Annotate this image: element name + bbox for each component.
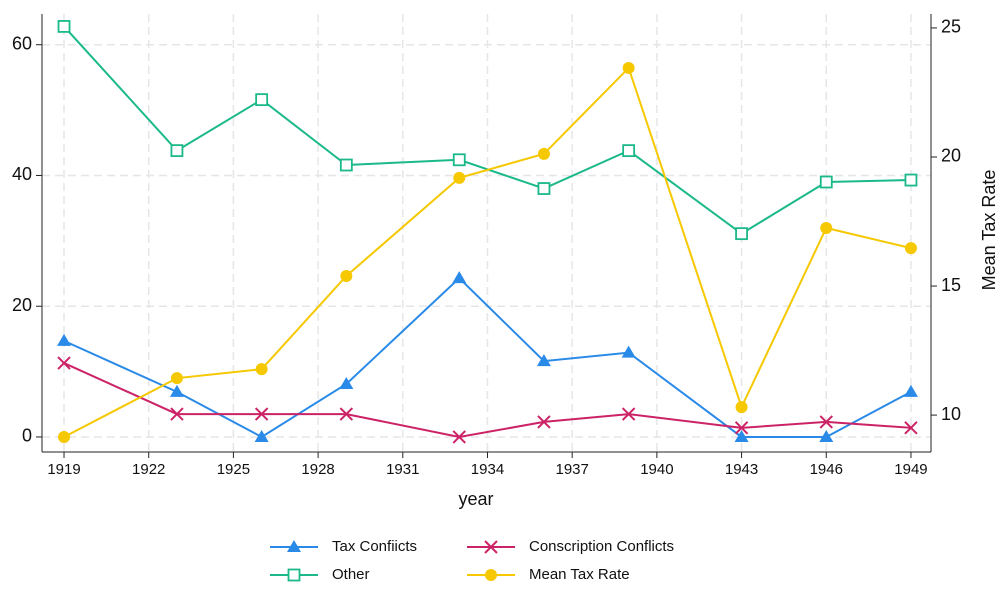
x-tick-label: 1937 bbox=[555, 461, 588, 478]
x-tick-label: 1949 bbox=[894, 461, 927, 478]
y2-tick-label: 25 bbox=[941, 17, 961, 37]
x-tick-label: 1934 bbox=[471, 461, 504, 478]
series-line bbox=[63, 362, 912, 438]
legend-label: Tax Confiicts bbox=[332, 538, 417, 555]
marker bbox=[170, 144, 184, 158]
marker bbox=[536, 354, 551, 367]
x-axis-title: year bbox=[458, 489, 493, 509]
marker bbox=[819, 429, 834, 442]
x-tick-label: 1928 bbox=[301, 461, 334, 478]
marker bbox=[621, 345, 636, 358]
marker bbox=[735, 401, 748, 414]
marker bbox=[734, 429, 749, 442]
marker bbox=[170, 372, 183, 385]
marker bbox=[537, 415, 551, 429]
marker bbox=[57, 20, 71, 33]
y2-tick-label: 15 bbox=[941, 275, 961, 295]
marker bbox=[340, 269, 353, 282]
x-tick-label: 1943 bbox=[725, 461, 758, 478]
marker bbox=[537, 182, 551, 195]
x-tick-label: 1925 bbox=[217, 461, 250, 478]
x-tick-label: 1931 bbox=[386, 461, 419, 478]
legend-label: Mean Tax Rate bbox=[529, 566, 630, 583]
marker bbox=[255, 93, 269, 107]
marker bbox=[339, 377, 354, 390]
marker bbox=[57, 356, 71, 370]
marker bbox=[170, 407, 184, 421]
marker bbox=[254, 407, 269, 421]
series-line bbox=[63, 25, 911, 235]
marker bbox=[621, 407, 636, 421]
marker bbox=[819, 415, 833, 429]
y-tick-label: 40 bbox=[12, 164, 32, 184]
marker bbox=[735, 227, 748, 241]
marker bbox=[339, 158, 353, 172]
x-tick-label: 1922 bbox=[132, 461, 165, 478]
legend-marker bbox=[287, 540, 301, 552]
y2-axis-title: Mean Tax Rate bbox=[979, 170, 999, 291]
marker bbox=[904, 173, 918, 187]
marker bbox=[622, 144, 636, 158]
marker bbox=[904, 421, 918, 435]
marker bbox=[819, 175, 833, 189]
x-tick-label: 1946 bbox=[810, 461, 843, 478]
marker bbox=[452, 153, 466, 167]
y-tick-label: 60 bbox=[12, 33, 32, 53]
marker bbox=[453, 171, 466, 184]
marker bbox=[452, 430, 466, 444]
marker bbox=[254, 429, 269, 442]
y2-tick-label: 20 bbox=[941, 146, 961, 166]
marker bbox=[537, 147, 550, 160]
marker bbox=[58, 431, 71, 444]
marker bbox=[903, 384, 918, 397]
x-tick-label: 1919 bbox=[47, 461, 80, 478]
legend-marker bbox=[287, 568, 301, 582]
marker bbox=[255, 363, 268, 376]
legend-label: Conscription Conflicts bbox=[529, 538, 674, 555]
y-tick-label: 0 bbox=[22, 426, 32, 446]
y-tick-label: 20 bbox=[12, 295, 32, 315]
marker bbox=[452, 271, 467, 284]
y2-tick-label: 10 bbox=[941, 404, 961, 424]
marker bbox=[904, 242, 917, 255]
x-tick-label: 1940 bbox=[640, 461, 673, 478]
legend-marker bbox=[485, 569, 497, 581]
marker bbox=[734, 421, 749, 435]
legend-marker bbox=[484, 540, 498, 554]
marker bbox=[169, 384, 184, 397]
marker bbox=[339, 407, 354, 421]
legend-label: Other bbox=[332, 566, 370, 583]
marker bbox=[57, 333, 72, 346]
marker bbox=[820, 221, 833, 234]
series-line bbox=[63, 66, 912, 438]
marker bbox=[622, 61, 635, 74]
